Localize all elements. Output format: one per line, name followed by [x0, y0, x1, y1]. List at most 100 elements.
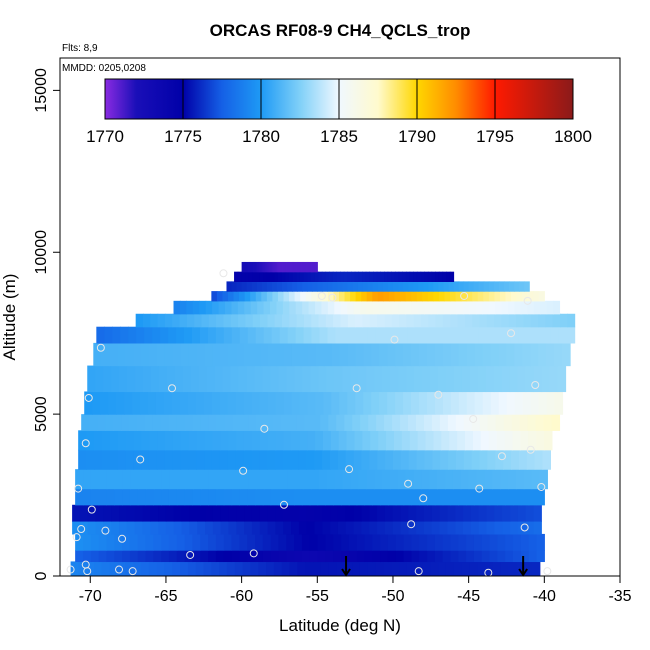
field-cell: [228, 504, 237, 522]
field-cell: [498, 281, 505, 292]
field-cell: [557, 365, 567, 393]
field-cell: [437, 469, 446, 490]
field-cell: [515, 469, 525, 490]
field-cell: [223, 313, 232, 328]
field-cell: [495, 414, 505, 431]
field-cell: [463, 504, 472, 522]
field-cell: [554, 342, 563, 367]
field-cell: [334, 365, 343, 393]
field-cell: [497, 533, 506, 551]
field-cell: [482, 391, 492, 415]
field-cell: [414, 365, 423, 393]
field-cell: [530, 391, 540, 415]
field-cell: [236, 430, 245, 451]
field-cell: [238, 365, 248, 393]
field-cell: [493, 365, 503, 393]
sample-point: [72, 533, 81, 542]
field-cell: [493, 281, 500, 292]
field-cell: [342, 365, 351, 393]
field-cell: [352, 414, 361, 431]
field-cell: [119, 520, 128, 535]
field-cell: [409, 430, 419, 451]
field-cell: [458, 281, 465, 292]
field-cell: [237, 271, 242, 282]
field-cell: [298, 520, 308, 535]
field-cell: [239, 488, 248, 506]
field-cell: [361, 291, 368, 302]
field-cell: [506, 342, 516, 367]
field-cell: [301, 550, 311, 563]
sample-point: [543, 567, 552, 576]
field-cell: [289, 561, 298, 576]
field-cell: [485, 561, 494, 576]
field-cell: [452, 469, 462, 490]
field-cell: [311, 291, 318, 302]
field-cell: [250, 561, 259, 576]
field-layer: [135, 313, 576, 328]
field-cell: [92, 391, 101, 415]
field-cell: [314, 520, 323, 535]
field-cell: [463, 449, 473, 470]
field-cell: [392, 414, 401, 431]
field-cell: [267, 313, 276, 328]
field-cell: [445, 469, 454, 490]
field-cell: [517, 365, 527, 393]
field-cell: [240, 469, 249, 490]
field-cell: [278, 488, 287, 506]
field-cell: [450, 550, 459, 563]
field-cell: [98, 533, 108, 551]
field-cell: [326, 365, 335, 393]
field-cell: [422, 291, 429, 302]
colorbar-tick-label: 1795: [476, 127, 514, 146]
field-cell: [212, 520, 222, 535]
field-cell: [129, 550, 139, 563]
field-cell: [158, 520, 167, 535]
field-cell: [128, 326, 137, 344]
field-cell: [235, 391, 245, 415]
field-cell: [323, 391, 332, 415]
field-cell: [492, 561, 502, 576]
x-tick-label: -35: [608, 588, 631, 605]
field-cell: [427, 291, 434, 302]
field-cell: [362, 430, 371, 451]
field-cell: [478, 326, 488, 344]
field-cell: [530, 342, 539, 367]
field-cell: [448, 281, 455, 292]
field-cell: [494, 326, 504, 344]
field-cell: [187, 561, 197, 576]
field-cell: [254, 261, 257, 273]
field-cell: [236, 342, 245, 367]
flights-annotation: Flts: 8,9: [62, 43, 98, 54]
field-cell: [331, 342, 341, 367]
field-cell: [219, 391, 229, 415]
field-cell: [505, 291, 512, 302]
field-cell: [325, 533, 334, 551]
field-cell: [487, 449, 496, 470]
field-cell: [413, 469, 423, 490]
field-cell: [427, 533, 436, 551]
colorbar-tick-label: 1775: [164, 127, 202, 146]
field-cell: [310, 365, 320, 393]
field-cell: [166, 365, 176, 393]
field-cell: [415, 326, 424, 344]
field-cell: [408, 414, 417, 431]
field-cell: [211, 449, 221, 470]
field-cell: [395, 550, 405, 563]
field-cell: [319, 469, 328, 490]
field-cell: [450, 488, 459, 506]
field-cell: [236, 520, 245, 535]
field-cell: [317, 488, 326, 506]
arrow-head: [518, 568, 528, 577]
field-cell: [277, 291, 285, 302]
field-cell: [382, 365, 391, 393]
field-cell: [251, 449, 260, 470]
field-cell: [260, 313, 268, 328]
field-cell: [527, 291, 534, 302]
field-cell: [168, 550, 178, 563]
field-cell: [208, 414, 218, 431]
field-cell: [345, 449, 355, 470]
field-cell: [466, 533, 475, 551]
field-cell: [262, 550, 272, 563]
field-cell: [322, 520, 331, 535]
field-cell: [322, 449, 331, 470]
